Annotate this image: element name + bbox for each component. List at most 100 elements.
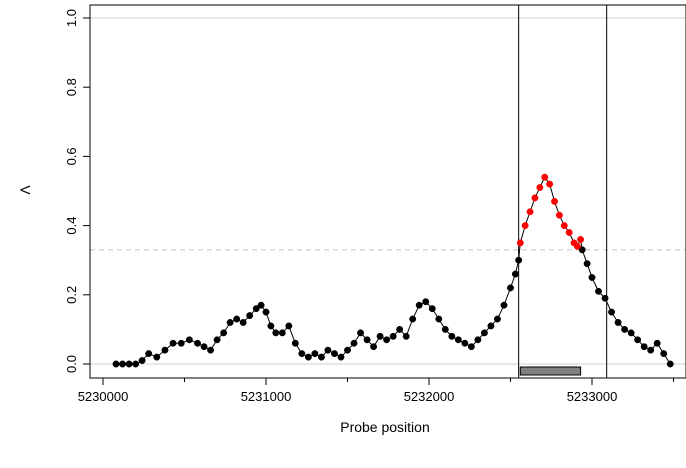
- data-point: [298, 350, 306, 358]
- data-point: [396, 325, 404, 333]
- data-point: [608, 308, 616, 316]
- data-point: [627, 329, 635, 337]
- data-point: [213, 336, 221, 344]
- data-point: [194, 339, 201, 347]
- data-point: [461, 339, 469, 347]
- data-point: [507, 284, 514, 292]
- data-point: [601, 294, 609, 302]
- data-point: [526, 208, 534, 216]
- data-point: [257, 301, 265, 309]
- data-point: [145, 350, 153, 358]
- data-point: [246, 312, 254, 320]
- data-point: [666, 360, 674, 368]
- data-point: [614, 319, 622, 326]
- data-point: [480, 329, 488, 337]
- y-tick-label: 0.8: [64, 78, 79, 96]
- data-point: [583, 260, 591, 268]
- data-point: [177, 339, 185, 347]
- plot-area: [90, 5, 686, 378]
- data-point: [536, 184, 544, 191]
- data-point: [132, 360, 140, 368]
- data-point: [220, 329, 228, 337]
- data-point: [435, 315, 443, 323]
- data-point: [515, 256, 523, 264]
- data-point: [500, 301, 508, 309]
- y-tick-label: 0.6: [64, 147, 79, 165]
- data-point: [125, 360, 133, 368]
- data-point: [185, 336, 193, 344]
- data-point: [207, 346, 215, 354]
- data-point: [138, 357, 146, 364]
- x-tick-label: 5230000: [78, 389, 129, 404]
- x-tick-label: 5231000: [241, 389, 292, 404]
- data-point: [161, 346, 169, 354]
- data-point: [357, 329, 364, 337]
- data-point: [428, 305, 436, 313]
- data-point: [278, 329, 286, 337]
- data-point: [409, 315, 417, 323]
- data-point: [516, 239, 524, 247]
- data-point: [119, 360, 127, 368]
- data-point: [634, 336, 642, 344]
- data-point: [267, 322, 275, 330]
- data-point: [389, 332, 397, 340]
- data-point: [621, 325, 629, 333]
- data-point: [422, 298, 430, 306]
- data-point: [441, 325, 449, 333]
- data-point: [233, 315, 241, 323]
- data-point: [200, 343, 208, 351]
- data-point: [555, 211, 563, 219]
- data-point: [402, 332, 410, 340]
- data-point: [551, 197, 558, 205]
- data-point: [546, 180, 554, 188]
- data-point: [494, 315, 501, 323]
- data-point: [647, 346, 655, 354]
- data-point: [370, 343, 378, 351]
- data-point: [344, 346, 351, 354]
- data-point: [272, 329, 280, 337]
- region-bar: [519, 366, 582, 376]
- x-tick-label: 5232000: [404, 389, 455, 404]
- plot-frame: [89, 4, 686, 379]
- data-point: [226, 319, 234, 326]
- data-point: [565, 229, 573, 236]
- data-point: [415, 301, 423, 309]
- data-point: [317, 353, 325, 361]
- y-tick-label: 0.0: [64, 355, 79, 373]
- data-point: [467, 343, 475, 351]
- data-point: [640, 343, 648, 351]
- data-point: [521, 222, 529, 230]
- data-point: [376, 332, 384, 340]
- data-point: [324, 346, 332, 354]
- data-point: [291, 339, 299, 347]
- x-axis-title: Probe position: [340, 419, 430, 435]
- data-point: [487, 322, 495, 330]
- data-point: [474, 336, 482, 344]
- y-tick-label: 0.2: [64, 286, 79, 304]
- data-point: [239, 319, 247, 326]
- data-point: [578, 246, 586, 254]
- data-point: [573, 242, 581, 250]
- data-point: [653, 339, 661, 347]
- data-point: [511, 270, 519, 278]
- y-tick-label: 0.4: [64, 217, 79, 235]
- x-tick-label: 5233000: [567, 389, 618, 404]
- data-point: [448, 332, 456, 340]
- data-point: [285, 322, 293, 330]
- data-point: [595, 287, 602, 295]
- data-point: [153, 353, 161, 361]
- data-point: [331, 350, 338, 358]
- data-point: [262, 308, 270, 316]
- data-point: [169, 339, 177, 347]
- data-point: [311, 350, 319, 358]
- axes: 5230000 5231000 5232000 5233000 0.0 0.2 0.4 0.6…: [64, 4, 686, 404]
- data-point: [112, 360, 120, 368]
- data-point: [531, 194, 539, 202]
- data-point: [560, 222, 568, 230]
- data-point: [350, 339, 358, 347]
- data-point: [541, 173, 549, 181]
- data-point: [588, 274, 596, 281]
- data-point: [252, 305, 260, 313]
- data-point: [454, 336, 462, 344]
